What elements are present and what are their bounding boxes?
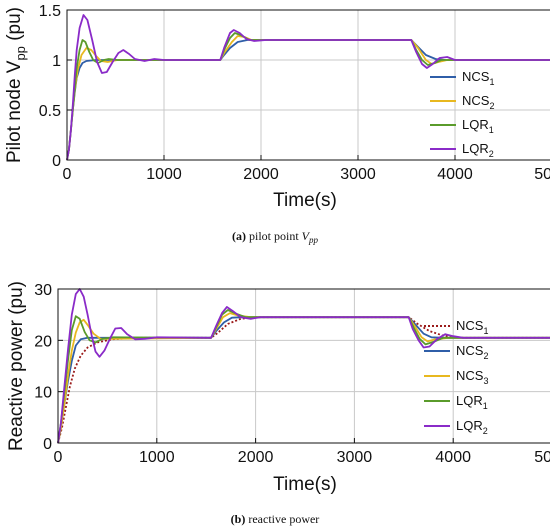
legend-label-sub: 2 xyxy=(489,101,494,111)
figure-caption: (a) pilot point Vpp xyxy=(232,229,319,245)
x-tick-label: 1000 xyxy=(139,449,175,466)
x-tick-label: 2000 xyxy=(238,449,274,466)
y-tick-label: 20 xyxy=(34,333,52,350)
legend-label-name: NCS xyxy=(462,93,490,108)
legend-label-name: LQR xyxy=(456,393,483,408)
x-axis-label: Time(s) xyxy=(273,190,337,211)
legend-label-sub: 2 xyxy=(489,149,494,159)
legend-label-name: LQR xyxy=(462,141,489,156)
legend-label-sub: 3 xyxy=(483,376,488,386)
y-tick-label: 1.5 xyxy=(39,3,61,20)
legend-label-sub: 1 xyxy=(483,326,488,336)
legend-label: LQR2 xyxy=(456,418,488,436)
caption-text: reactive power xyxy=(245,512,319,526)
axes-frame xyxy=(66,9,550,161)
y-axis-label: Pilot node Vpp (pu) xyxy=(4,7,28,163)
legend-label-name: LQR xyxy=(456,418,483,433)
legend-label-name: LQR xyxy=(462,117,489,132)
legend-label-name: NCS xyxy=(462,69,490,84)
axes-frame xyxy=(57,288,550,444)
caption-tag: (a) xyxy=(232,229,246,243)
y-axis-label-unit: (pu) xyxy=(4,7,25,46)
caption-text: pilot point xyxy=(246,229,302,243)
legend-label-sub: 1 xyxy=(489,77,494,87)
legend-label: LQR2 xyxy=(462,141,494,159)
legend-label: NCS2 xyxy=(462,93,494,111)
y-tick-label: 0 xyxy=(43,436,52,453)
y-axis-label-sub: pp xyxy=(13,46,28,60)
caption-var: V xyxy=(302,229,311,243)
legend-label: LQR1 xyxy=(456,393,488,411)
y-tick-label: 0 xyxy=(52,153,61,170)
y-tick-label: 0.5 xyxy=(39,103,61,120)
y-axis-label: Reactive power (pu) xyxy=(6,281,27,451)
legend-label: NCS1 xyxy=(462,69,494,87)
x-tick-label: 3000 xyxy=(340,166,376,183)
legend-label: NCS3 xyxy=(456,368,488,386)
x-tick-label: 0 xyxy=(54,449,63,466)
legend-label-sub: 1 xyxy=(489,125,494,135)
x-tick-label: 2000 xyxy=(243,166,279,183)
x-tick-label: 1000 xyxy=(146,166,182,183)
caption-tag: (b) xyxy=(231,512,246,526)
y-tick-label: 10 xyxy=(34,385,52,402)
y-axis-label-main: Pilot node V xyxy=(4,60,25,163)
x-tick-label: 3000 xyxy=(337,449,373,466)
figure-caption: (b) reactive power xyxy=(231,512,320,526)
legend-label-sub: 2 xyxy=(483,426,488,436)
x-tick-label: 4000 xyxy=(435,449,471,466)
y-tick-label: 30 xyxy=(34,282,52,299)
legend-label-sub: 2 xyxy=(483,351,488,361)
series-line-lqr2 xyxy=(57,288,550,444)
x-tick-label: 0 xyxy=(63,166,72,183)
x-tick-label: 4000 xyxy=(437,166,473,183)
x-axis-label: Time(s) xyxy=(273,474,337,495)
series-line-lqr2 xyxy=(66,14,550,161)
y-tick-label: 1 xyxy=(52,53,61,70)
legend-label: LQR1 xyxy=(462,117,494,135)
caption-var-sub: pp xyxy=(308,235,319,245)
legend-label: NCS1 xyxy=(456,318,488,336)
legend-label-name: NCS xyxy=(456,318,484,333)
legend-label-sub: 1 xyxy=(483,401,488,411)
legend-label-name: NCS xyxy=(456,368,484,383)
legend-label-name: NCS xyxy=(456,343,484,358)
legend-label: NCS2 xyxy=(456,343,488,361)
